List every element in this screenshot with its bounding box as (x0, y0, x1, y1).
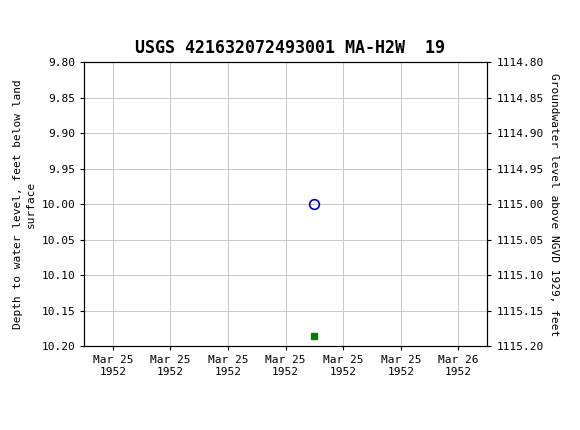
Text: USGS 421632072493001 MA-H2W  19: USGS 421632072493001 MA-H2W 19 (135, 39, 445, 57)
Bar (5, 3, 44, 36)
Text: USGS: USGS (49, 7, 126, 31)
Y-axis label: Depth to water level, feet below land
surface: Depth to water level, feet below land su… (13, 80, 36, 329)
Y-axis label: Groundwater level above NGVD 1929, feet: Groundwater level above NGVD 1929, feet (549, 73, 559, 336)
